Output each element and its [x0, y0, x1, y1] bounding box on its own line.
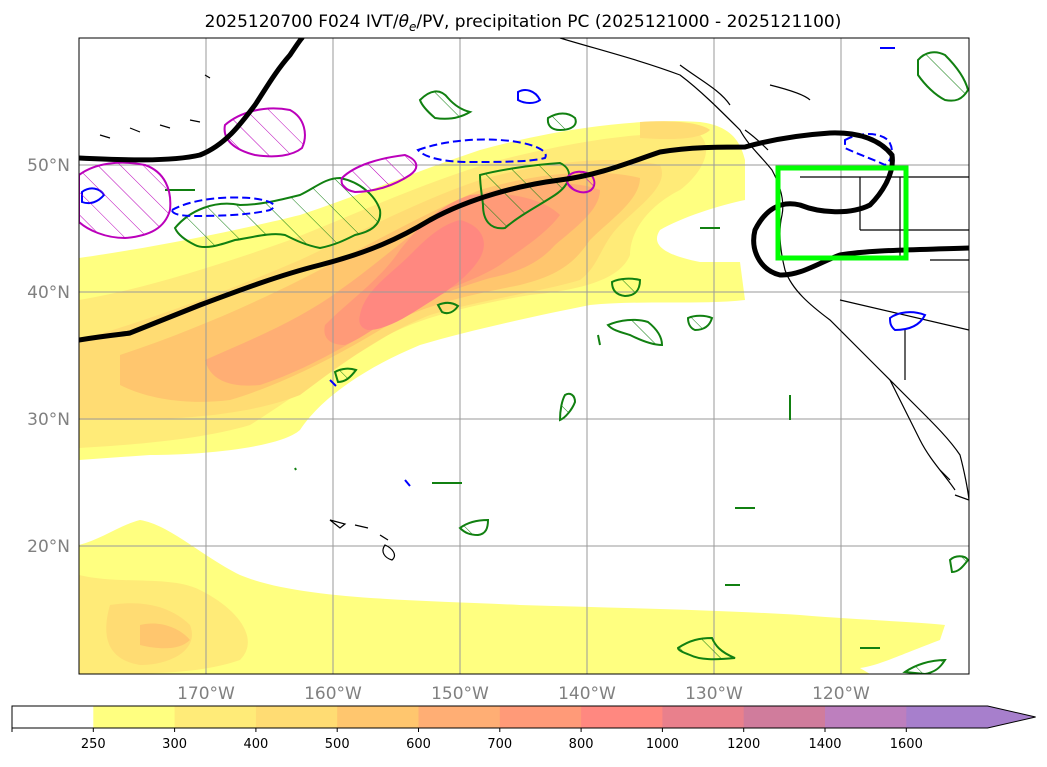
highlight-box: [775, 165, 909, 261]
lon-tick-label: 120°W: [812, 684, 870, 704]
lat-tick-labels: 50°N 40°N 30°N 20°N: [27, 156, 70, 557]
ivt-250-south: [79, 520, 945, 674]
colorbar-tick-label: 1200: [727, 737, 760, 752]
chart-title: 2025120700 F024 IVT/θe/PV, precipitation…: [205, 12, 842, 34]
theta-e-contour-9: [333, 367, 358, 384]
colorbar-segment: [581, 706, 663, 728]
theta-e-contour-1: [173, 176, 382, 250]
theta-e-contour-11: [458, 518, 490, 537]
map-frame: [78, 37, 970, 675]
colorbar-segment: [174, 706, 257, 728]
mexico-coast: [939, 469, 969, 501]
colorbar-segment: [662, 706, 745, 728]
ivt-300-north: [640, 121, 710, 140]
lon-tick-label: 170°W: [177, 684, 235, 704]
ivt-500-south: [140, 623, 190, 649]
hawaii-1: [329, 519, 396, 561]
colorbar-segment: [499, 706, 582, 728]
colorbar-segment: [93, 706, 176, 728]
baja-coast: [889, 379, 956, 491]
ivt-800: [359, 220, 484, 330]
colorbar-tick-label: 600: [406, 737, 431, 752]
pv-contour-main: [79, 130, 969, 343]
colorbar-tick-label: 800: [569, 737, 594, 752]
gridlines: [79, 38, 969, 674]
theta-e-contour-4: [546, 112, 577, 132]
colorbar-segment: [825, 706, 907, 728]
colorbar-tick-label: 500: [325, 737, 350, 752]
lon-tick-label: 160°W: [304, 684, 362, 704]
colorbar-segment: [418, 706, 501, 728]
colorbar-segment: [12, 706, 94, 728]
theta-e-positive-contours: [165, 51, 969, 674]
theta-e-neg-7: [329, 47, 895, 487]
theta-e-neg-6: [888, 311, 927, 332]
theta-e-contour-2: [478, 161, 570, 230]
colorbar-outline: [11, 705, 1036, 729]
colorbar-tick-label: 300: [162, 737, 187, 752]
theta-e-contour-12: [676, 636, 736, 661]
theta-e-neg-4: [517, 89, 542, 104]
map-area: [79, 38, 969, 674]
state-borders: [839, 177, 969, 380]
theta-e-contour-14: [902, 658, 947, 674]
colorbar-tick-label: 1000: [646, 737, 679, 752]
theta-e-contour-10: [558, 392, 577, 422]
lat-tick-label: 30°N: [27, 410, 70, 430]
alaska-islands: [679, 64, 811, 151]
precip-1: [79, 161, 172, 240]
colorbar-segment: [743, 706, 826, 728]
lon-tick-label: 130°W: [685, 684, 743, 704]
colorbar-tick-label: 400: [243, 737, 268, 752]
theta-e-contour-6: [610, 277, 642, 298]
precip-3: [340, 153, 418, 194]
theta-e-neg-2: [416, 138, 547, 164]
pv-contour-north: [79, 38, 305, 163]
theta-e-contour-8: [686, 314, 714, 332]
theta-e-contour-5: [436, 301, 460, 315]
pv-contours: [79, 38, 969, 343]
theta-e-contour-13: [917, 51, 969, 102]
lat-tick-label: 20°N: [27, 537, 70, 557]
aleutian-islands: [99, 74, 211, 139]
colorbar-tick-label: 250: [81, 737, 106, 752]
lat-tick-label: 50°N: [27, 156, 70, 176]
theta-e-contour-15: [948, 555, 969, 574]
theta-e-contour-7: [606, 318, 664, 347]
colorbar: 250 300 400 500 600 700 800 1000 1200 1400 1600: [11, 705, 1036, 752]
colorbar-extend-arrow: [906, 706, 1036, 728]
colorbar-tick-label: 1600: [890, 737, 923, 752]
theta-e-neg-1: [170, 196, 275, 218]
colorbar-tick-label: 1400: [808, 737, 841, 752]
ivt-250-east-blob: [820, 630, 900, 660]
colorbar-tick-label: 700: [487, 737, 512, 752]
ivt-filled-contours: [79, 121, 945, 674]
colorbar-segment: [337, 706, 419, 728]
theta-e-contour-16: [165, 189, 880, 649]
lon-tick-label: 150°W: [431, 684, 489, 704]
colorbar-segment: [255, 706, 338, 728]
lat-tick-label: 40°N: [27, 283, 70, 303]
lon-tick-label: 140°W: [558, 684, 616, 704]
lon-tick-labels: 170°W 160°W 150°W 140°W 130°W 120°W: [177, 684, 870, 704]
theta-e-contour-3: [418, 90, 473, 120]
